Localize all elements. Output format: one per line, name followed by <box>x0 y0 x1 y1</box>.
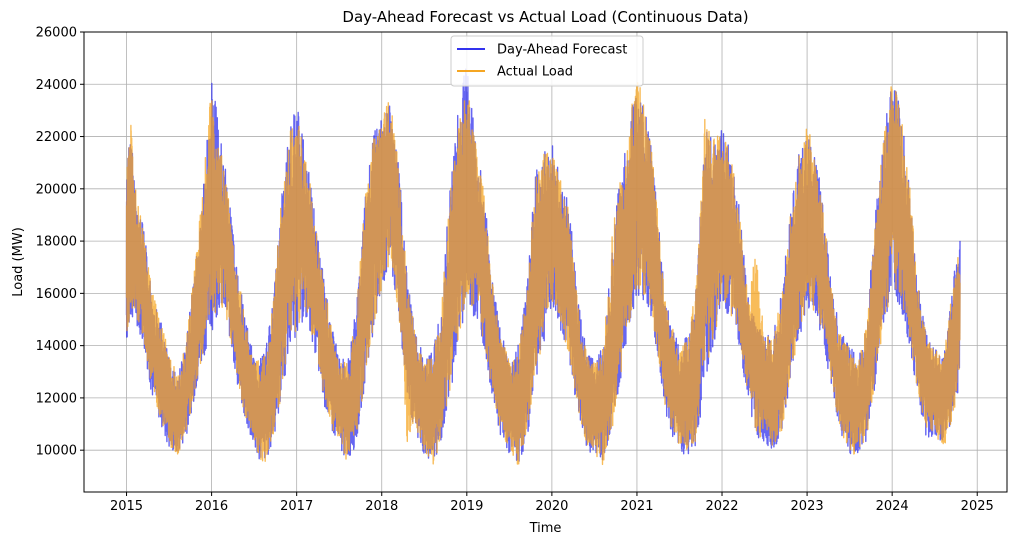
x-tick-label: 2023 <box>791 499 824 514</box>
y-tick-label: 22000 <box>36 130 77 145</box>
legend: Day-Ahead Forecast Actual Load <box>450 35 644 87</box>
x-tick-label: 2025 <box>961 499 994 514</box>
x-tick-label: 2024 <box>876 499 909 514</box>
x-axis-label: Time <box>529 521 562 536</box>
y-tick-label: 18000 <box>36 235 77 250</box>
x-tick-label: 2018 <box>365 499 398 514</box>
y-axis-label: Load (MW) <box>11 227 26 297</box>
y-tick-label: 16000 <box>36 287 77 302</box>
x-tick-label: 2021 <box>620 499 653 514</box>
x-tick-label: 2017 <box>280 499 313 514</box>
x-tick-label: 2022 <box>705 499 738 514</box>
y-tick-label: 14000 <box>36 339 77 354</box>
chart-title: Day-Ahead Forecast vs Actual Load (Conti… <box>342 8 748 26</box>
x-tick-label: 2015 <box>110 499 143 514</box>
y-tick-label: 20000 <box>36 182 77 197</box>
legend-label-day-ahead-forecast: Day-Ahead Forecast <box>497 43 627 58</box>
y-tick-label: 10000 <box>36 444 77 459</box>
x-axis: 2015 2016 2017 2018 2019 2020 2021 2022 2023 2024… <box>110 492 994 514</box>
y-axis: 10000 12000 14000 16000 18000 20000 22000 24000… <box>36 26 84 459</box>
series-layer <box>125 68 961 466</box>
series-line-actual-load <box>125 82 961 466</box>
y-tick-label: 24000 <box>36 78 77 93</box>
x-tick-label: 2016 <box>195 499 228 514</box>
legend-box <box>450 35 644 87</box>
y-tick-label: 12000 <box>36 391 77 406</box>
x-tick-label: 2019 <box>450 499 483 514</box>
x-tick-label: 2020 <box>535 499 568 514</box>
legend-label-actual-load: Actual Load <box>497 65 573 80</box>
plot-frame <box>83 31 1008 493</box>
y-tick-label: 26000 <box>36 26 77 41</box>
